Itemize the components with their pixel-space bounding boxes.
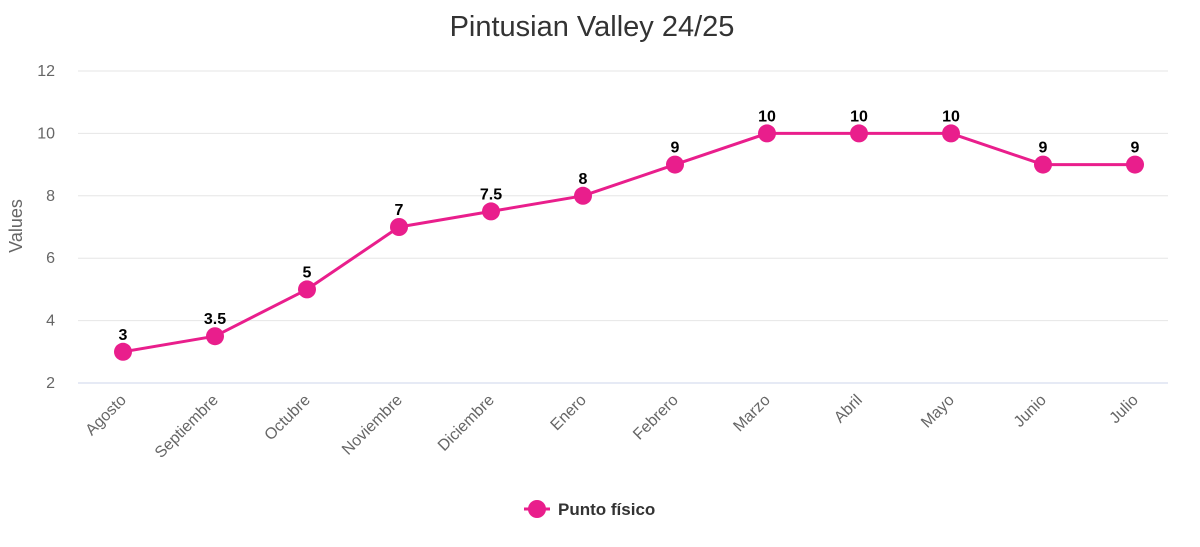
gridlines	[78, 70, 1168, 384]
y-tick-label: 4	[46, 313, 55, 330]
data-label: 5	[303, 264, 312, 281]
y-tick-label: 8	[46, 188, 55, 205]
data-label: 7.5	[480, 186, 502, 203]
x-tick-label: Mayo	[918, 392, 958, 432]
data-label: 9	[1131, 140, 1140, 157]
x-tick-label: Diciembre	[435, 392, 498, 455]
x-tick-label: Octubre	[262, 392, 314, 444]
y-tick-label: 12	[37, 63, 55, 80]
y-tick-label: 2	[46, 375, 55, 392]
legend[interactable]: Punto físico	[524, 500, 655, 519]
data-label: 3	[119, 327, 128, 344]
data-point[interactable]	[206, 327, 224, 346]
data-label: 10	[850, 108, 868, 125]
data-label: 3.5	[204, 311, 226, 328]
data-label: 9	[1039, 140, 1048, 157]
x-tick-label: Agosto	[83, 392, 130, 439]
legend-marker	[528, 500, 546, 518]
data-label: 10	[758, 108, 776, 125]
data-point[interactable]	[390, 218, 408, 236]
data-labels: 3 3.5 5 7 7.5 8 9 10 10 10 9 9	[119, 108, 1140, 343]
y-axis-title: Values	[6, 199, 26, 253]
y-tick-label: 6	[46, 250, 55, 267]
x-tick-label: Enero	[548, 392, 590, 434]
series-punto-fisico	[114, 124, 1144, 361]
y-tick-label: 10	[37, 125, 55, 142]
series-line	[122, 131, 1135, 354]
data-point[interactable]	[1126, 155, 1144, 174]
data-point[interactable]	[758, 124, 776, 143]
chart-title: Pintusian Valley 24/25	[450, 11, 735, 43]
data-point[interactable]	[298, 280, 316, 299]
x-tick-label: Noviembre	[339, 392, 406, 459]
data-point[interactable]	[850, 124, 868, 143]
x-tick-label: Abril	[831, 392, 866, 427]
data-point[interactable]	[1034, 155, 1052, 174]
y-axis-ticks: 2 4 6 8 10 12	[37, 63, 55, 392]
x-axis-ticks: Agosto Septiembre Octubre Noviembre Diciembr…	[83, 392, 1142, 462]
x-tick-label: Febrero	[630, 392, 682, 444]
data-label: 7	[395, 202, 404, 219]
x-tick-label: Marzo	[730, 392, 774, 436]
data-point[interactable]	[482, 202, 500, 221]
x-tick-label: Junio	[1011, 392, 1050, 431]
data-point[interactable]	[114, 342, 132, 361]
data-point[interactable]	[574, 186, 592, 205]
data-label: 10	[942, 108, 960, 125]
legend-label: Punto físico	[558, 500, 655, 519]
data-point[interactable]	[666, 155, 684, 174]
x-tick-label: Julio	[1107, 392, 1142, 427]
data-label: 8	[579, 171, 588, 188]
data-point[interactable]	[942, 124, 960, 143]
x-tick-label: Septiembre	[152, 392, 222, 462]
data-label: 9	[671, 140, 680, 157]
